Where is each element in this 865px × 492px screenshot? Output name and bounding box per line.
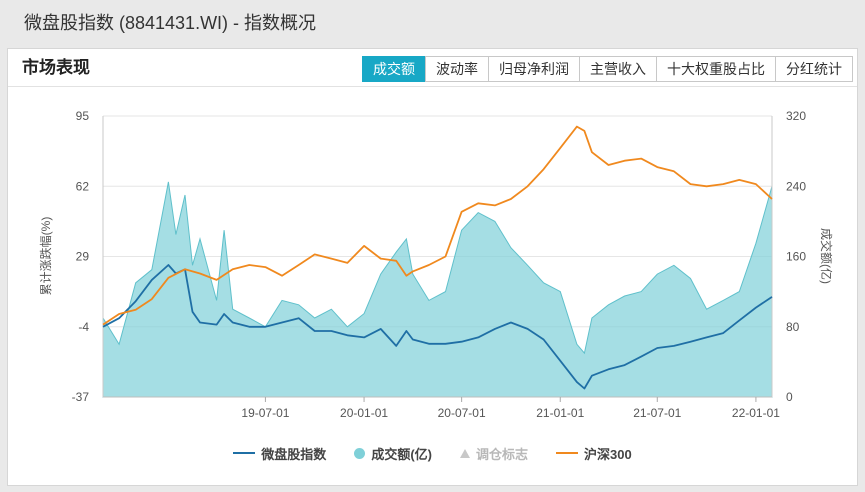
tab-main-revenue[interactable]: 主营收入 [579, 56, 657, 82]
y-left-tick-label: 95 [76, 109, 90, 123]
index-line [102, 264, 773, 390]
legend-item-index[interactable]: 微盘股指数 [233, 444, 326, 463]
y-right-tick-label: 80 [786, 320, 800, 334]
x-tick-label: 19-07-01 [241, 406, 289, 420]
x-tick-label: 20-07-01 [438, 406, 486, 420]
legend-triangle-marker [459, 448, 470, 458]
panel-title: 市场表现 [22, 58, 90, 77]
legend-line-marker [556, 452, 578, 454]
x-tick-label: 20-01-01 [340, 406, 388, 420]
y-left-axis-title: 累计涨跌幅(%) [38, 217, 53, 296]
legend-item-turnover[interactable]: 成交额(亿) [354, 444, 432, 463]
legend-label: 调仓标志 [475, 446, 528, 462]
legend-label: 成交额(亿) [371, 446, 432, 462]
market-performance-panel: 市场表现 成交额 波动率 归母净利润 主营收入 十大权重股占比 分红统计 [7, 48, 858, 486]
y-left-tick-label: -37 [72, 390, 90, 404]
y-right-tick-label: 0 [786, 390, 793, 404]
market-chart[interactable]: 95 320 62 240 29 160 -4 80 -37 0 19-07-01 20-01-01 2… [0, 0, 865, 438]
turnover-area [102, 181, 773, 398]
legend-line-marker [233, 452, 256, 454]
tab-net-profit[interactable]: 归母净利润 [488, 56, 580, 82]
legend-item-hs300[interactable]: 沪深300 [556, 444, 632, 463]
y-left-tick-label: 29 [76, 250, 90, 264]
tab-dividend-stats[interactable]: 分红统计 [775, 56, 853, 82]
y-right-tick-label: 320 [786, 109, 806, 123]
hs300-line [102, 125, 773, 326]
x-tick-label: 21-07-01 [633, 406, 681, 420]
panel-header: 市场表现 成交额 波动率 归母净利润 主营收入 十大权重股占比 分红统计 [8, 49, 857, 87]
legend-item-rebalance[interactable]: 调仓标志 [459, 444, 528, 463]
y-right-tick-label: 240 [786, 179, 806, 193]
metric-tabs: 成交额 波动率 归母净利润 主营收入 十大权重股占比 分红统计 [362, 56, 853, 82]
legend-label: 沪深300 [584, 446, 632, 462]
y-left-tick-label: -4 [78, 320, 89, 334]
y-left-tick-label: 62 [76, 179, 90, 193]
chart-legend: 微盘股指数 成交额(亿) 调仓标志 沪深300 [0, 438, 865, 468]
legend-dot-marker [354, 447, 366, 459]
tab-turnover[interactable]: 成交额 [362, 56, 426, 82]
tab-top10-weight[interactable]: 十大权重股占比 [656, 56, 776, 82]
page-title: 微盘股指数 (8841431.WI) - 指数概况 [24, 13, 317, 33]
x-tick-label: 22-01-01 [732, 406, 780, 420]
x-tick-label: 21-01-01 [536, 406, 584, 420]
legend-label: 微盘股指数 [261, 446, 327, 462]
y-right-axis-title: 成交额(亿) [819, 228, 834, 284]
y-right-tick-label: 160 [786, 250, 806, 264]
